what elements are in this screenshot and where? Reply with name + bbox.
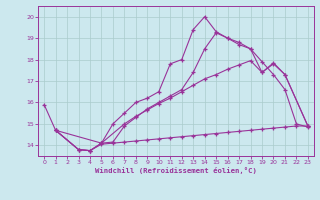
X-axis label: Windchill (Refroidissement éolien,°C): Windchill (Refroidissement éolien,°C) [95,167,257,174]
